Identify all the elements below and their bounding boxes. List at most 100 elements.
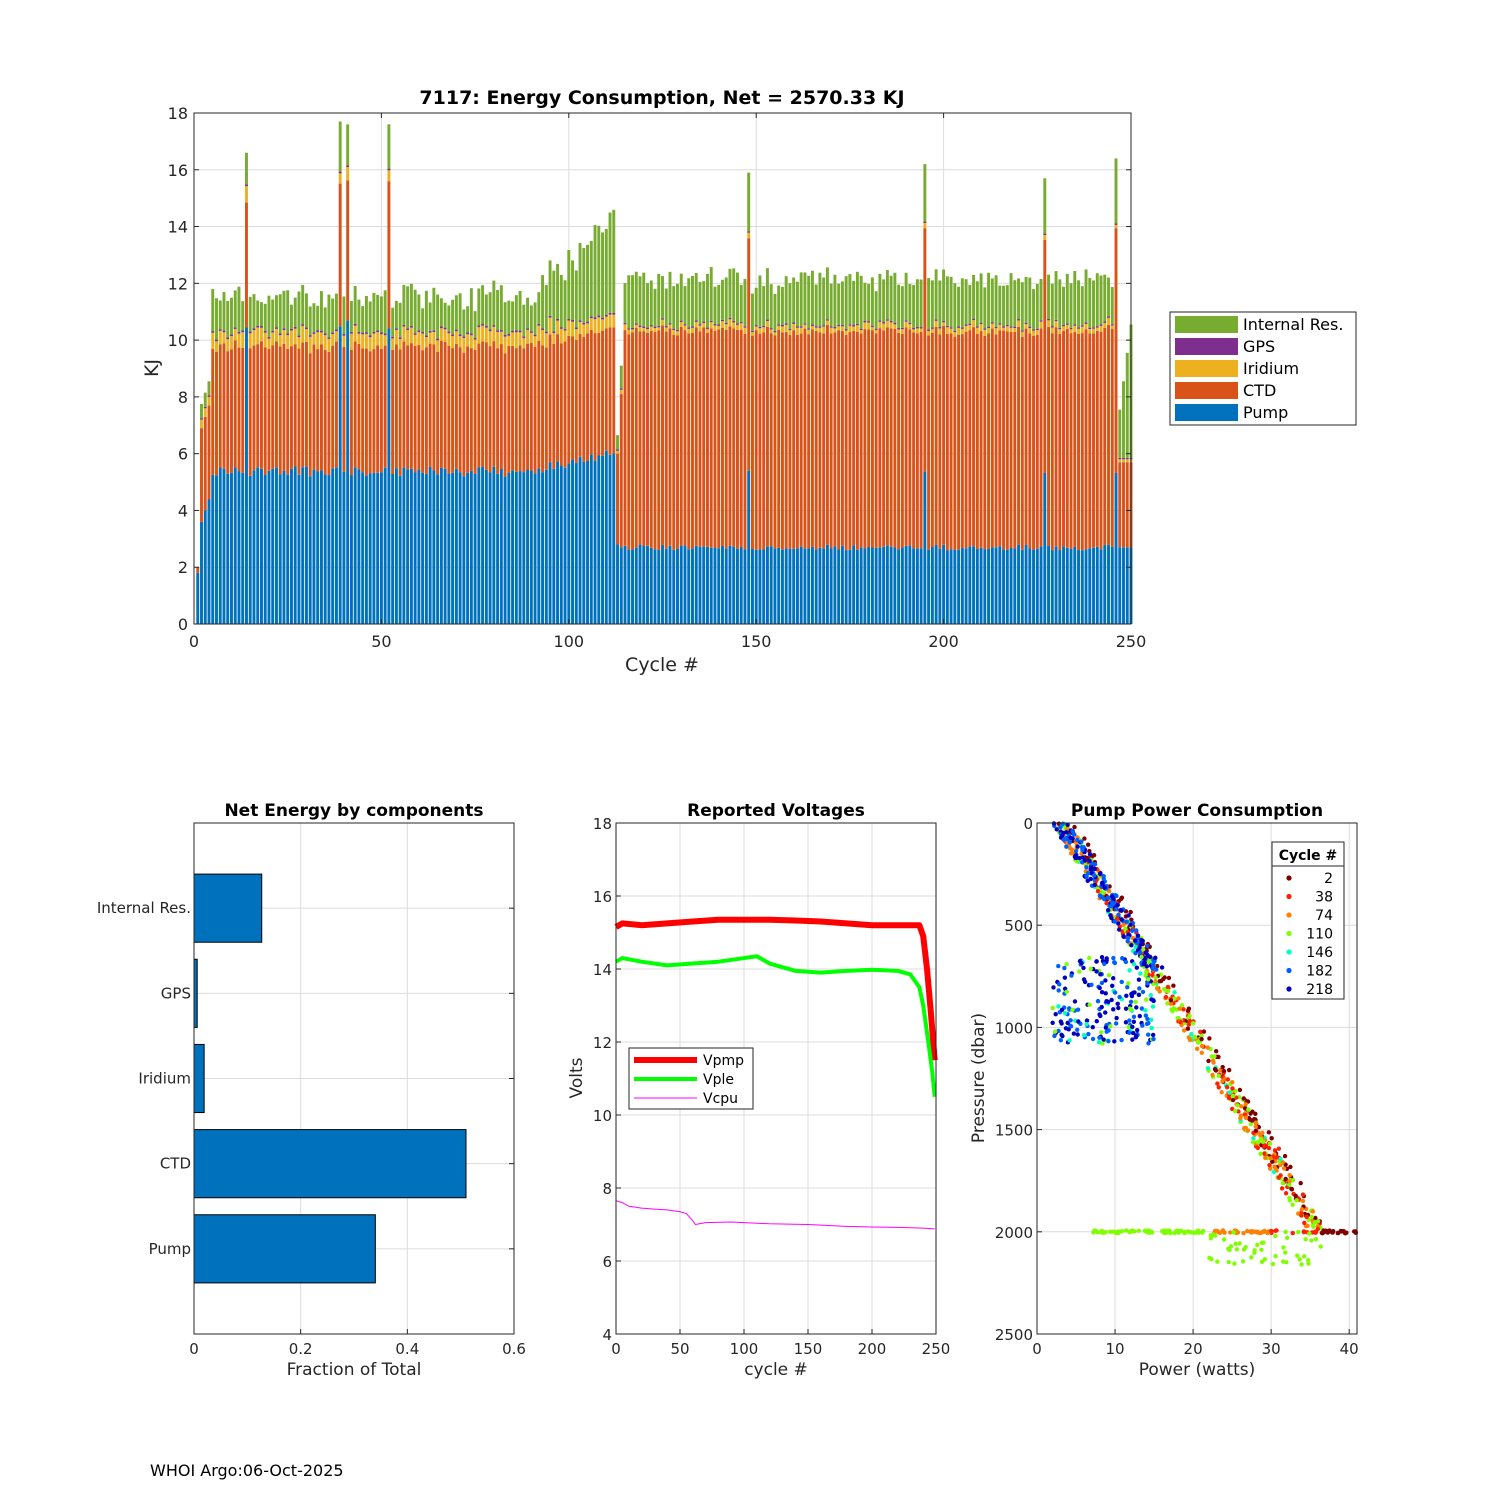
energy-bar-segment [563, 330, 567, 342]
energy-bar-segment [383, 335, 387, 346]
energy-bar-segment [799, 326, 803, 328]
energy-bar-segment [919, 327, 923, 329]
energy-bar-segment [885, 327, 889, 546]
energy-bar-segment [837, 324, 841, 327]
pump-point [1099, 1004, 1104, 1010]
energy-bar-segment [765, 268, 769, 320]
energy-bar-segment [878, 321, 882, 329]
energy-bar-segment [586, 323, 590, 334]
energy-bar-segment [975, 549, 979, 624]
energy-bar-segment [1069, 327, 1073, 330]
pump-point [1289, 1187, 1295, 1192]
energy-bar-segment [619, 394, 623, 548]
energy-bar-segment [447, 473, 451, 624]
energy-bar-segment [1028, 277, 1032, 327]
pump-point [1109, 900, 1115, 905]
energy-bar-segment [679, 273, 683, 321]
energy-bar-segment [792, 323, 796, 331]
energy-bar-segment [353, 323, 357, 326]
energy-bar-segment [364, 332, 368, 334]
energy-bar-segment [728, 268, 732, 318]
energy-bar-segment [271, 330, 275, 333]
pump-point [1138, 971, 1143, 976]
energy-bar-segment [983, 335, 987, 550]
energy-bar-segment [428, 330, 432, 333]
pump-point [1230, 1093, 1236, 1099]
energy-bar-segment [1005, 331, 1009, 550]
pump-point [1198, 1029, 1203, 1035]
energy-bar-segment [927, 330, 931, 336]
energy-bar-segment [567, 318, 571, 321]
energy-bar-segment [368, 337, 372, 352]
energy-bar-segment [919, 331, 923, 549]
energy-bar-segment [319, 344, 323, 471]
pump-point [1273, 1253, 1278, 1259]
energy-bar-segment [732, 268, 736, 322]
energy-bar-segment [642, 546, 646, 624]
energy-bar-segment [1043, 233, 1047, 235]
energy-bar-segment [885, 270, 889, 320]
energy-bar-segment [668, 323, 672, 325]
energy-y-tick-label: 8 [178, 388, 188, 407]
pump-point [1220, 1228, 1226, 1233]
energy-bar-segment [559, 465, 563, 624]
energy-bar-segment [1032, 330, 1036, 336]
energy-bar-segment [788, 328, 792, 331]
energy-bar-segment [334, 341, 338, 468]
pump-point [1075, 837, 1080, 843]
pump-point [1304, 1214, 1309, 1220]
pump-point [1237, 1241, 1242, 1246]
energy-bar-segment [394, 329, 398, 345]
energy-bar-segment [346, 124, 350, 166]
pump-point [1097, 1012, 1102, 1017]
energy-bar-segment [822, 333, 826, 549]
energy-bar-segment [1043, 178, 1047, 234]
pump-point [1112, 1039, 1117, 1044]
energy-bar-segment [769, 328, 773, 330]
energy-bar-segment [844, 329, 848, 331]
energy-bar-segment [777, 324, 781, 326]
energy-bar-segment [698, 324, 702, 326]
pump-point [1120, 929, 1125, 934]
pump-point [1148, 1017, 1154, 1022]
energy-bar-segment [597, 315, 601, 318]
pump-point [1081, 977, 1087, 982]
energy-bar-segment [867, 329, 871, 548]
energy-bar-segment [1084, 323, 1088, 330]
energy-bar-segment [717, 284, 721, 325]
energy-bar-segment [915, 548, 919, 624]
energy-bar-segment [541, 472, 545, 624]
energy-bar-segment [604, 314, 608, 317]
energy-bar-segment [267, 295, 271, 338]
pump-point [1288, 1164, 1293, 1170]
energy-legend-swatch [1175, 360, 1238, 377]
pump-legend-title: Cycle # [1279, 848, 1338, 864]
energy-bar-segment [274, 467, 278, 624]
energy-bar-segment [608, 454, 612, 624]
energy-bar-segment [507, 335, 511, 346]
energy-bar-segment [1080, 333, 1084, 551]
pump-legend-marker [1286, 930, 1292, 937]
energy-bar-segment [589, 240, 593, 317]
pump-point [1120, 956, 1125, 961]
energy-bar-segment [837, 549, 841, 624]
energy-bar-segment [462, 336, 466, 339]
energy-bar-segment [717, 548, 721, 624]
pump-point [1075, 1007, 1081, 1012]
energy-bar-segment [308, 306, 312, 336]
pump-point [1116, 921, 1121, 926]
pump-power-chart: Pump Power Consumption 0 10 20 30 4005001000… [969, 801, 1359, 1380]
energy-bar-segment [702, 321, 706, 324]
energy-bar-segment [634, 327, 638, 548]
energy-bar-segment [522, 304, 526, 337]
energy-bar-segment [245, 184, 248, 187]
energy-bar-segment [852, 326, 856, 332]
energy-bar-segment [226, 339, 230, 352]
energy-bar-segment [218, 329, 222, 331]
energy-bar-segment [398, 337, 402, 340]
energy-bar-segment [293, 344, 297, 467]
energy-bar-segment [833, 274, 837, 328]
pump-point [1185, 1026, 1191, 1031]
energy-bar-segment [619, 389, 623, 395]
energy-bar-segment [222, 332, 226, 344]
